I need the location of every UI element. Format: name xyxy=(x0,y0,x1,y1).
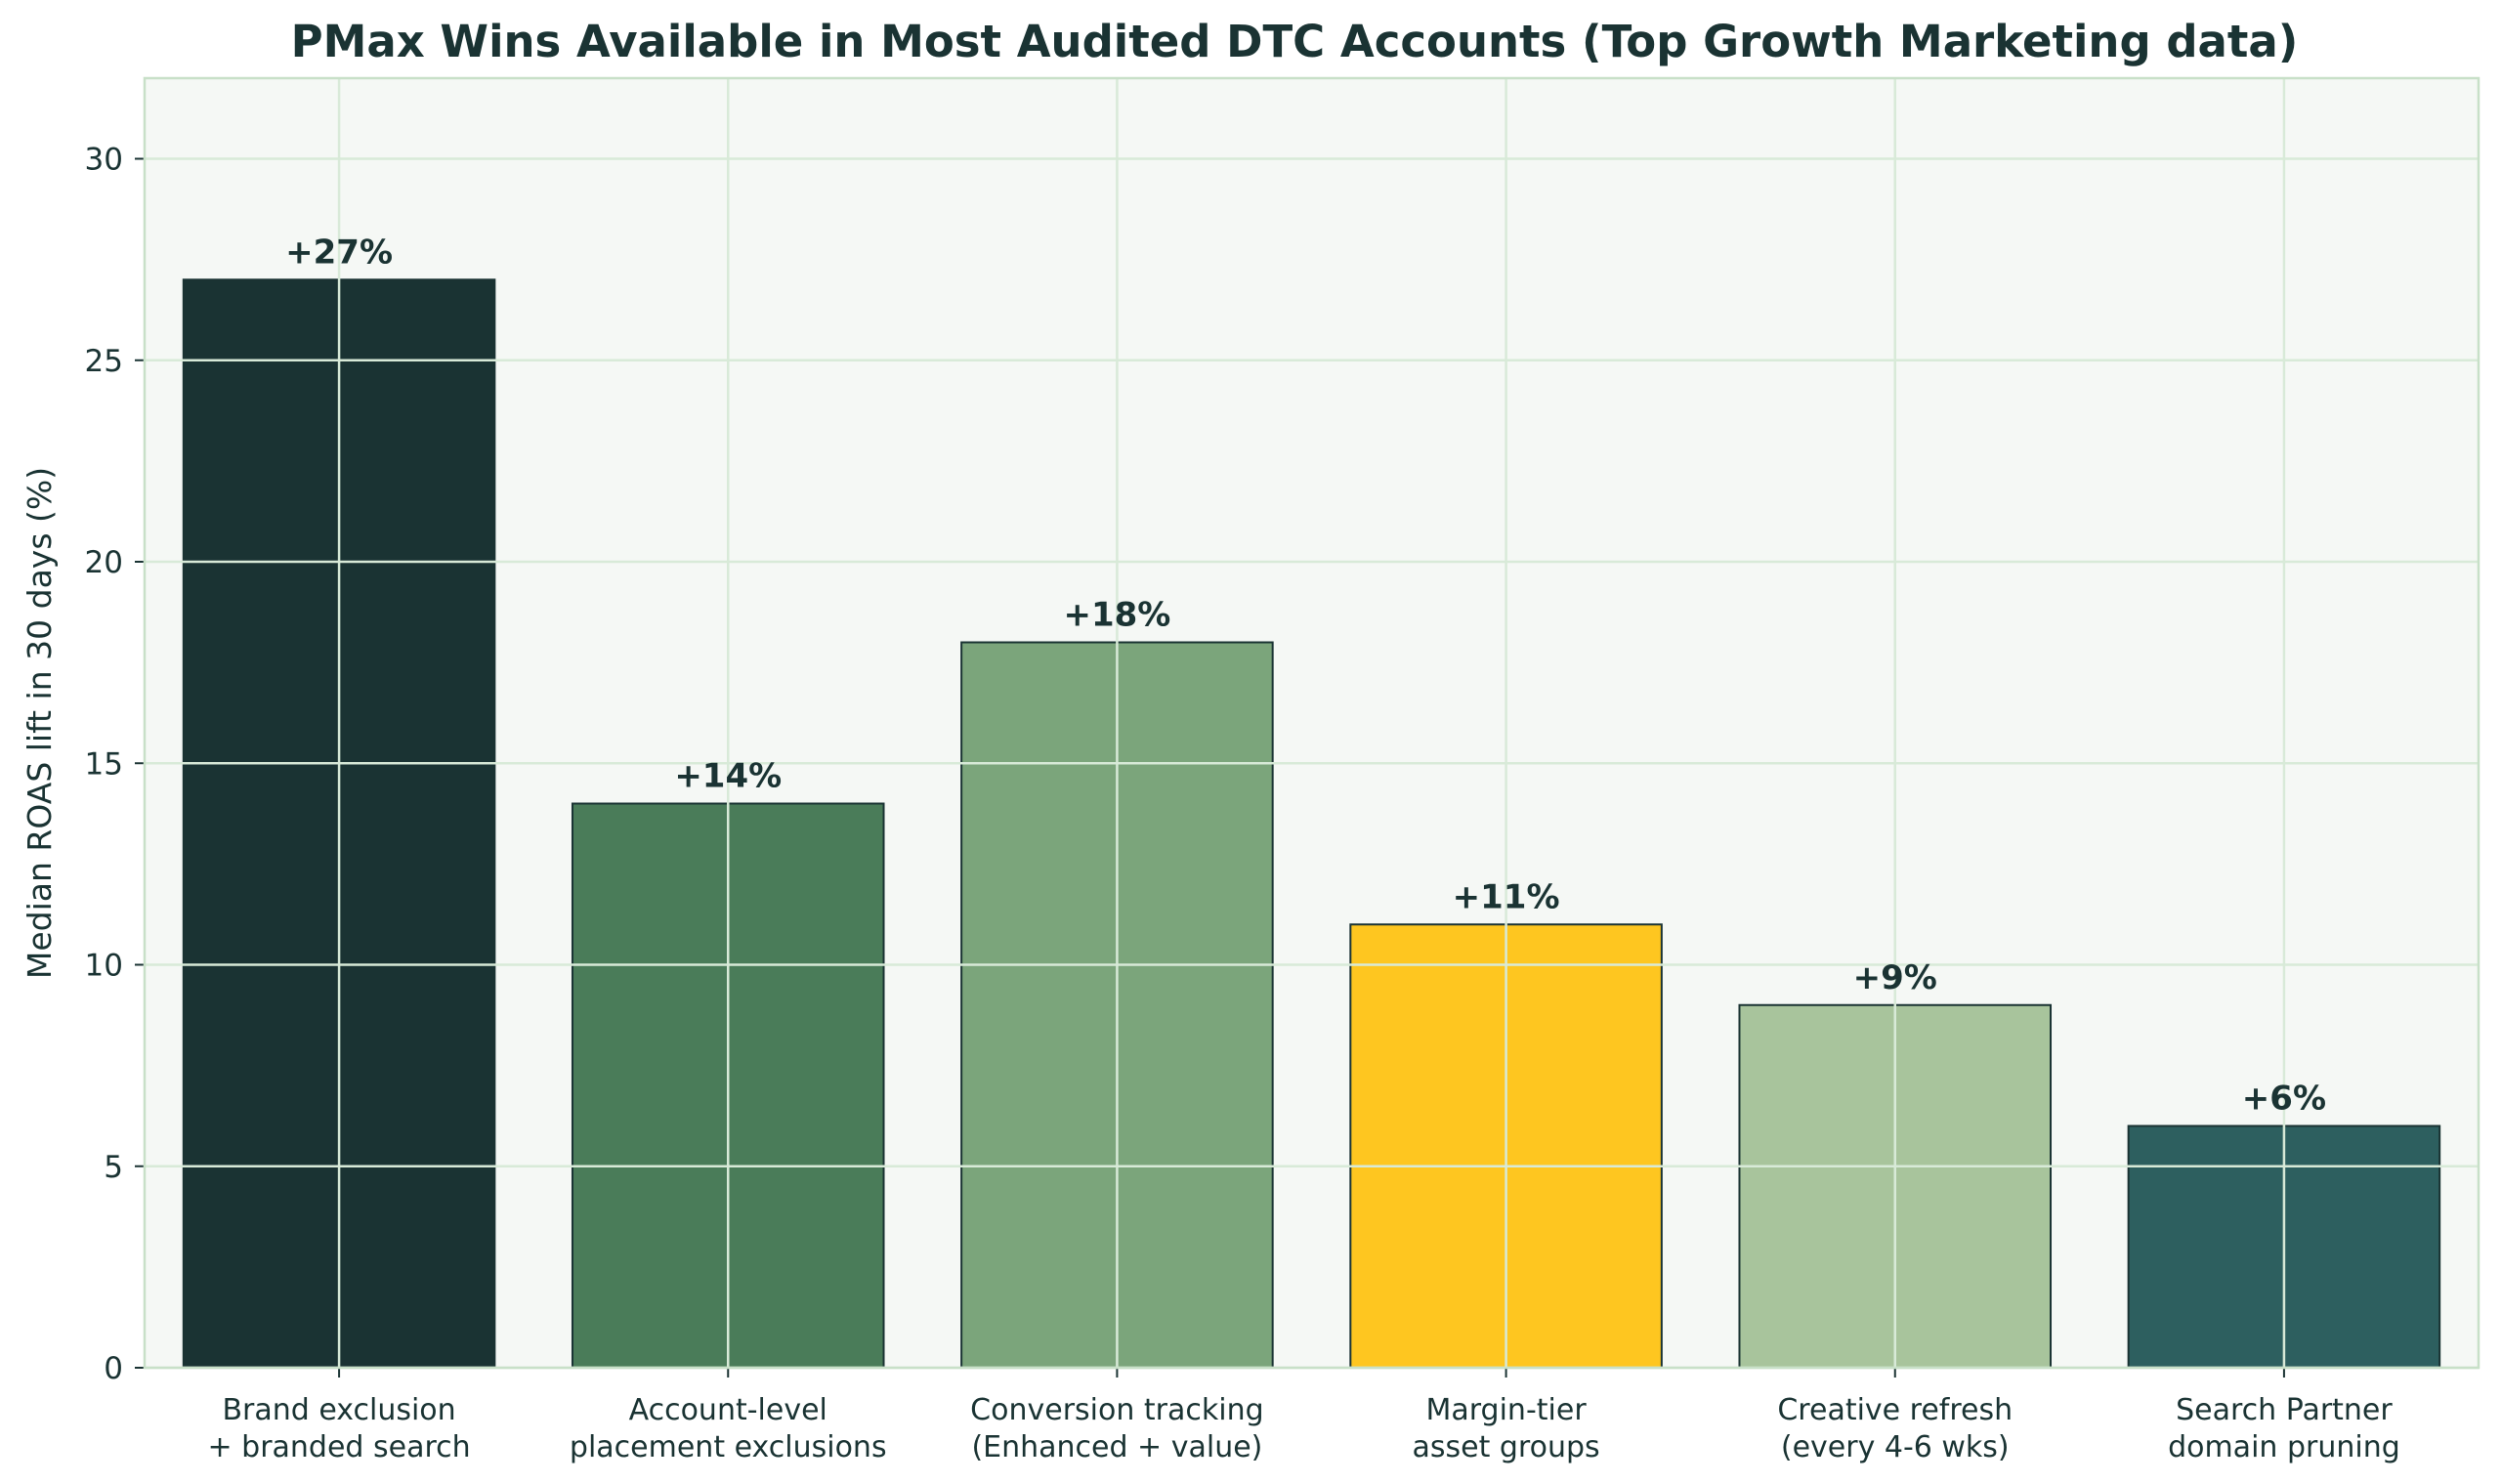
x-category-label-line: Account-level xyxy=(629,1393,827,1427)
x-category-label: Conversion tracking (Enhanced + value) xyxy=(970,1393,1263,1464)
y-axis-label: Median ROAS lift in 30 days (%) xyxy=(21,467,59,979)
plot-area: 0 5 10 15 20 25 30 Brand exclusion + branded sea… xyxy=(85,76,2480,1464)
bar-value-label: +9% xyxy=(1853,958,1937,997)
y-tick-label: 20 xyxy=(85,545,123,580)
bar-value-label: +11% xyxy=(1453,877,1560,916)
y-tick-label: 25 xyxy=(85,344,123,379)
x-category-label-line: Brand exclusion xyxy=(222,1393,455,1427)
y-tick-label: 5 xyxy=(104,1150,123,1185)
y-tick-label: 15 xyxy=(85,746,123,782)
bar-value-label: +14% xyxy=(674,757,782,796)
x-category-label: Creative refresh (every 4-6 wks) xyxy=(1777,1393,2013,1464)
x-category-label: Margin-tier asset groups xyxy=(1412,1393,1599,1464)
x-category-label-line: (every 4-6 wks) xyxy=(1781,1430,2010,1464)
y-tick-label: 30 xyxy=(85,143,123,178)
x-category-label-line: Search Partner xyxy=(2176,1393,2393,1427)
bar-value-label: +27% xyxy=(285,233,393,272)
plot-background xyxy=(145,78,2479,1368)
x-category-label-line: (Enhanced + value) xyxy=(971,1430,1262,1464)
bar-value-label: +6% xyxy=(2242,1080,2326,1119)
x-category-label: Account-level placement exclusions xyxy=(570,1393,887,1464)
y-tick-label: 0 xyxy=(104,1351,123,1386)
plot-frame xyxy=(143,76,2480,1370)
y-tick-label: 10 xyxy=(85,949,123,984)
x-category-label-line: Conversion tracking xyxy=(970,1393,1263,1427)
x-category-label-line: Creative refresh xyxy=(1777,1393,2013,1427)
bar-value-label: +18% xyxy=(1063,596,1170,635)
x-category-label-line: Margin-tier xyxy=(1425,1393,1587,1427)
x-category-label-line: asset groups xyxy=(1412,1430,1599,1464)
x-category-label: Brand exclusion + branded search xyxy=(207,1393,470,1464)
x-category-label-line: + branded search xyxy=(207,1430,470,1464)
chart-title: PMax Wins Available in Most Audited DTC … xyxy=(291,16,2299,67)
x-category-label-line: placement exclusions xyxy=(570,1430,887,1464)
x-category-label-line: domain pruning xyxy=(2168,1430,2400,1464)
x-category-label: Search Partner domain pruning xyxy=(2168,1393,2400,1464)
